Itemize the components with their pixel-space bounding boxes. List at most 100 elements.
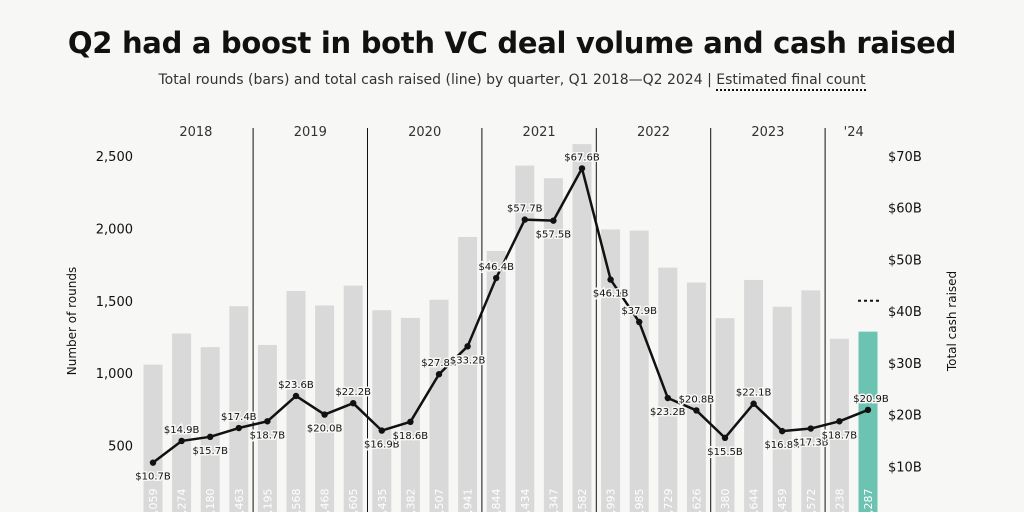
- bar-24: [829, 338, 849, 512]
- bar-15: [572, 144, 592, 512]
- cash-label-2: $15.7B: [192, 446, 228, 457]
- cash-label-19: $20.8B: [679, 394, 715, 405]
- bar-18: [658, 267, 678, 512]
- bar-17: [629, 230, 649, 512]
- cash-point-3: [235, 424, 242, 432]
- cash-point-16: [607, 276, 614, 283]
- bar-label-24: 1,238: [833, 489, 846, 512]
- cash-point-21: [750, 400, 757, 407]
- cash-point-1: [178, 437, 185, 445]
- cash-raised-line: [152, 167, 869, 464]
- cash-point-18: [664, 394, 671, 402]
- bar-label-22: 1,459: [776, 489, 789, 512]
- cash-point-12: [493, 274, 500, 282]
- chart-title: Q2 had a boost in both VC deal volume an…: [67, 26, 957, 60]
- cash-point-10: [435, 371, 443, 378]
- bar-label-2: 1,180: [204, 489, 217, 512]
- bar-label-6: 1,468: [319, 489, 332, 512]
- cash-point-25: [864, 406, 872, 414]
- year-label-0: 2018: [179, 125, 212, 140]
- bar-label-11: 1,941: [462, 489, 475, 512]
- y-axis-left-label: Number of rounds: [65, 267, 79, 376]
- bar-19: [686, 282, 706, 512]
- bar-23: [801, 290, 821, 512]
- cash-point-22: [779, 427, 786, 435]
- bar-label-16: 1,993: [605, 489, 618, 512]
- left-tick-2: 1,000: [96, 367, 133, 382]
- bar-5: [286, 290, 306, 512]
- cash-label-10: $27.8B: [421, 358, 457, 369]
- bar-label-3: 1,463: [233, 489, 246, 512]
- left-tick-4: 2,000: [96, 222, 133, 237]
- cash-label-20: $15.5B: [707, 447, 743, 458]
- bar-25: [858, 331, 878, 512]
- cash-point-11: [464, 343, 471, 350]
- cash-label-17: $37.9B: [621, 306, 657, 317]
- cash-label-5: $23.6B: [278, 380, 314, 391]
- bar-label-21: 1,644: [748, 489, 761, 512]
- cash-label-4: $18.7B: [250, 430, 286, 441]
- bar-21: [744, 279, 764, 512]
- chart-subtitle: Total rounds (bars) and total cash raise…: [0, 72, 1024, 91]
- cash-label-1: $14.9B: [164, 425, 200, 436]
- subtitle-separator: |: [707, 72, 712, 88]
- bar-12: [486, 250, 506, 512]
- cash-point-15: [578, 165, 586, 172]
- year-label-6: '24: [844, 125, 864, 140]
- bar-7: [343, 285, 363, 512]
- year-label-5: 2023: [751, 125, 784, 140]
- cash-label-6: $20.0B: [307, 424, 343, 435]
- bar-label-10: 1,507: [433, 489, 446, 512]
- left-tick-1: 500: [108, 440, 133, 455]
- bar-0: [143, 364, 163, 512]
- right-tick-3: $30B: [888, 357, 922, 372]
- bar-9: [400, 317, 420, 512]
- year-label-1: 2019: [294, 125, 327, 140]
- cash-point-13: [521, 216, 528, 223]
- cash-label-11: $33.2B: [450, 355, 486, 366]
- right-tick-7: $70B: [888, 150, 922, 165]
- left-tick-5: 2,500: [96, 150, 133, 165]
- bar-label-23: 1,572: [805, 489, 818, 512]
- bar-4: [257, 344, 277, 512]
- bar-label-7: 1,605: [347, 489, 360, 512]
- bar-label-19: 1,626: [690, 489, 703, 512]
- bar-label-13: 2,434: [519, 489, 532, 512]
- cash-point-17: [636, 318, 643, 326]
- cash-point-8: [378, 427, 385, 434]
- cash-point-24: [836, 418, 843, 425]
- cash-label-16: $46.1B: [593, 289, 629, 300]
- bar-10: [429, 299, 449, 512]
- right-tick-4: $40B: [888, 305, 922, 320]
- bar-label-1: 1,274: [176, 489, 189, 512]
- bar-label-0: 1,059: [147, 489, 160, 512]
- cash-label-24: $18.7B: [822, 430, 858, 441]
- cash-label-21: $22.1B: [736, 388, 772, 399]
- bar-label-12: 1,844: [490, 489, 503, 512]
- cash-label-15: $67.6B: [564, 152, 600, 163]
- cash-label-7: $22.2B: [335, 387, 371, 398]
- cash-label-13: $57.7B: [507, 204, 543, 215]
- cash-label-14: $57.5B: [536, 230, 572, 241]
- bar-3: [229, 306, 249, 512]
- bar-22: [772, 306, 792, 512]
- cash-point-14: [550, 217, 557, 224]
- cash-label-22: $16.8B: [764, 440, 800, 451]
- right-tick-5: $50B: [888, 253, 922, 268]
- cash-label-23: $17.3B: [793, 438, 829, 449]
- bar-label-25: 1,287: [862, 489, 875, 512]
- bar-20: [715, 318, 735, 512]
- cash-point-4: [264, 418, 271, 425]
- cash-label-3: $17.4B: [221, 412, 257, 423]
- right-tick-6: $60B: [888, 202, 922, 217]
- cash-label-9: $18.6B: [393, 431, 429, 442]
- cash-point-19: [693, 407, 700, 414]
- bar-6: [315, 305, 335, 512]
- year-label-4: 2022: [637, 125, 670, 140]
- bar-label-15: 2,582: [576, 489, 589, 512]
- left-tick-3: 1,500: [96, 295, 133, 310]
- bar-label-5: 1,568: [290, 489, 303, 512]
- cash-point-0: [149, 459, 157, 466]
- bar-label-17: 1,985: [633, 489, 646, 512]
